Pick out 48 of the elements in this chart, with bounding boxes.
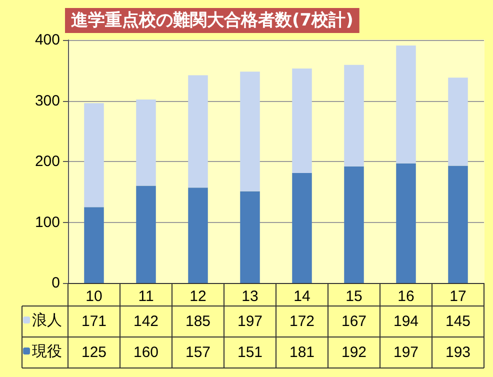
x-tick-label: 13	[242, 288, 258, 305]
legend-label: 浪人	[32, 311, 62, 329]
data-label: 197	[237, 313, 263, 330]
x-tick-label: 15	[346, 288, 362, 305]
data-label: 145	[445, 313, 471, 330]
chart-title: 進学重点校の難関大合格者数(7校計)	[71, 10, 354, 30]
data-label: 193	[445, 344, 471, 361]
y-tick-label: 400	[34, 32, 60, 48]
data-label: 171	[81, 313, 107, 330]
y-tick-label: 300	[34, 92, 60, 110]
x-tick-label: 16	[398, 288, 414, 305]
bar	[136, 186, 156, 283]
y-tick-label: 0	[52, 274, 60, 292]
bar	[136, 100, 156, 186]
x-tick-label: 12	[190, 288, 206, 305]
x-tick-label: 10	[86, 288, 102, 305]
y-tick-label: 100	[34, 214, 60, 231]
data-label: 167	[341, 313, 367, 330]
data-label: 192	[341, 344, 367, 361]
data-label: 142	[133, 313, 159, 330]
legend-label: 現役	[32, 342, 62, 360]
bar	[84, 207, 104, 283]
data-label: 172	[289, 313, 315, 330]
bar	[344, 166, 364, 283]
bar	[448, 166, 468, 283]
data-label: 157	[185, 344, 211, 361]
x-tick-label: 14	[294, 288, 310, 305]
data-label: 194	[393, 313, 419, 330]
bar	[396, 163, 416, 283]
data-label: 160	[133, 344, 159, 361]
x-tick-label: 17	[450, 288, 466, 305]
bar	[240, 191, 260, 283]
bar	[396, 45, 416, 164]
x-tick-label: 11	[138, 288, 154, 305]
data-label: 151	[237, 344, 263, 361]
data-label: 185	[185, 313, 211, 330]
bar	[188, 75, 208, 188]
data-label: 125	[81, 344, 107, 361]
data-label: 197	[393, 344, 419, 361]
bar	[344, 64, 364, 166]
bar	[292, 68, 312, 174]
bar	[240, 72, 260, 192]
bar	[292, 173, 312, 283]
y-tick-label: 200	[34, 153, 60, 170]
data-label: 181	[289, 344, 315, 361]
bar	[448, 78, 468, 166]
bar	[84, 103, 104, 208]
bar	[188, 188, 208, 283]
